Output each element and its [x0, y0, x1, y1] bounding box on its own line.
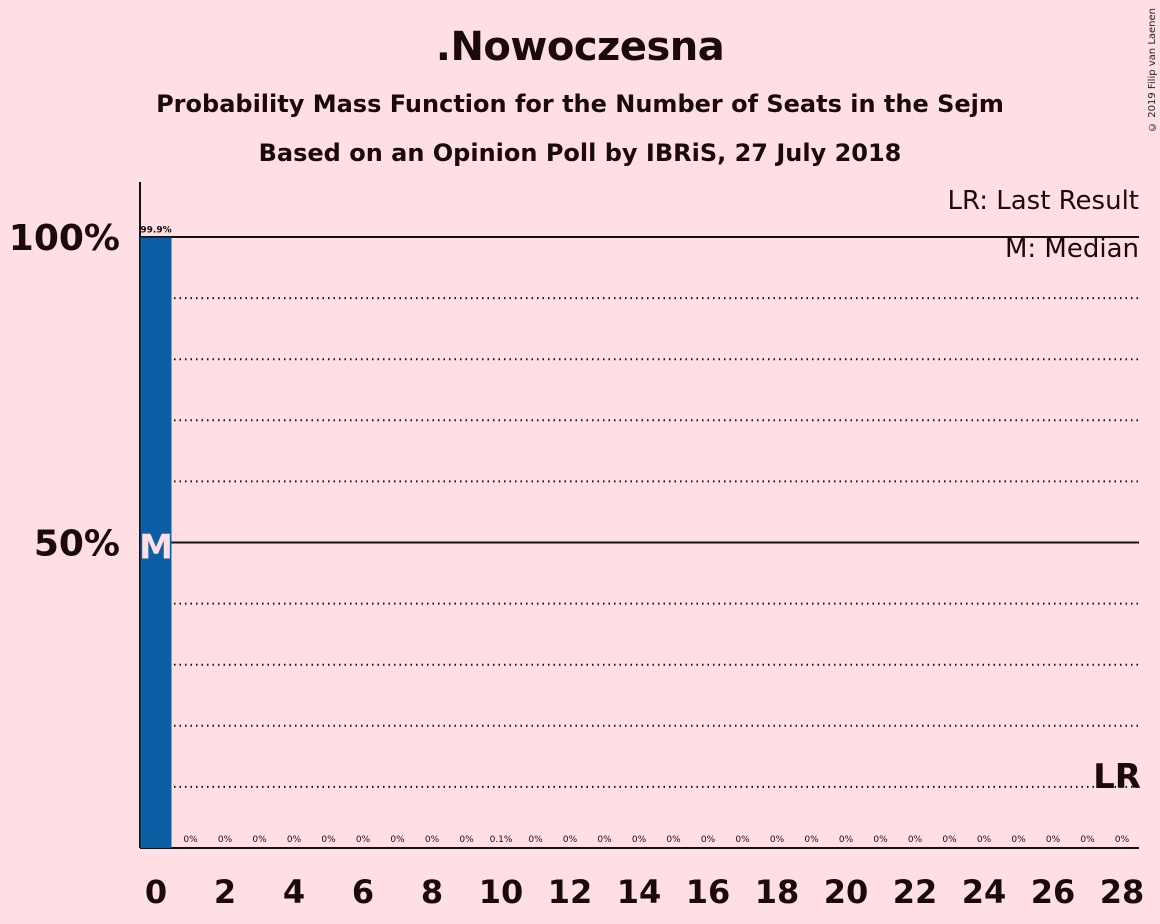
bar-value-label: 0%	[666, 835, 681, 845]
bar-value-label: 0%	[942, 835, 957, 845]
chart-subtitle-poll: Based on an Opinion Poll by IBRiS, 27 Ju…	[258, 139, 902, 167]
bar-value-label: 0%	[597, 835, 612, 845]
chart-subtitle: Probability Mass Function for the Number…	[156, 90, 1004, 118]
x-tick-label: 12	[548, 873, 593, 911]
bar	[140, 237, 172, 849]
x-tick-label: 22	[893, 873, 938, 911]
x-tick-label: 16	[686, 873, 731, 911]
y-tick-label: 50%	[34, 524, 120, 565]
median-marker: M	[139, 528, 173, 568]
bar-value-label: 0%	[804, 835, 819, 845]
x-tick-label: 14	[617, 873, 662, 911]
bar-value-label: 0%	[1080, 835, 1095, 845]
x-tick-label: 2	[214, 873, 236, 911]
bar-value-label: 99.9%	[140, 226, 171, 236]
bar-value-label: 0%	[1011, 835, 1026, 845]
bar-value-label: 0%	[425, 835, 440, 845]
bar-value-label: 0%	[218, 835, 233, 845]
chart-title: .Nowoczesna	[435, 24, 725, 70]
bar-value-label: 0%	[977, 835, 992, 845]
x-tick-label: 10	[479, 873, 524, 911]
bar-value-label: 0%	[1115, 835, 1130, 845]
bar-value-label: 0%	[873, 835, 888, 845]
bar-value-label: 0%	[908, 835, 923, 845]
bar-value-label: 0%	[563, 835, 578, 845]
x-tick-label: 4	[283, 873, 305, 911]
bar-value-label: 0%	[459, 835, 474, 845]
last-result-marker: LR	[1093, 757, 1141, 797]
x-tick-label: 0	[145, 873, 167, 911]
bar-value-label: 0%	[252, 835, 267, 845]
bar-value-label: 0%	[735, 835, 750, 845]
bar-value-label: 0%	[528, 835, 543, 845]
bar-value-label: 0%	[701, 835, 716, 845]
x-tick-label: 26	[1031, 873, 1076, 911]
x-tick-label: 24	[962, 873, 1007, 911]
bar-value-label: 0%	[839, 835, 854, 845]
bar-value-label: 0%	[183, 835, 198, 845]
bar-value-label: 0%	[1046, 835, 1061, 845]
x-tick-label: 20	[824, 873, 869, 911]
x-tick-label: 28	[1100, 873, 1145, 911]
y-tick-label: 100%	[9, 218, 120, 259]
x-tick-label: 8	[421, 873, 443, 911]
bar-value-label: 0.1%	[490, 835, 513, 845]
bar-value-label: 0%	[632, 835, 647, 845]
x-tick-label: 18	[755, 873, 800, 911]
bar-value-label: 0%	[287, 835, 302, 845]
legend-median: M: Median	[1005, 234, 1139, 264]
x-tick-label: 6	[352, 873, 374, 911]
bar-value-label: 0%	[321, 835, 336, 845]
bar-value-label: 0%	[390, 835, 405, 845]
bar-value-label: 0%	[356, 835, 371, 845]
bar-value-label: 0%	[770, 835, 785, 845]
legend-last-result: LR: Last Result	[947, 186, 1139, 216]
